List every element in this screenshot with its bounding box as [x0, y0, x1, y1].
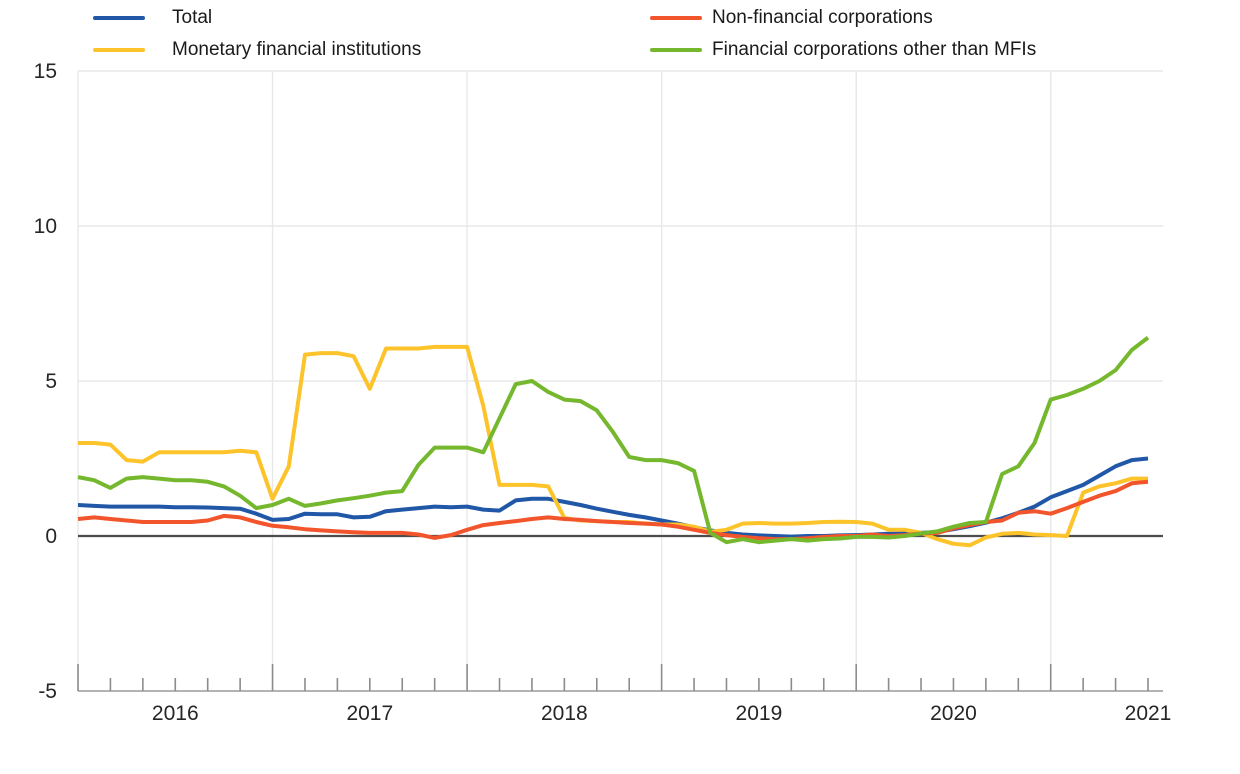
series-line-financial-corporations-other-than-mfis: [77, 336, 1150, 545]
x-year-label: 2016: [152, 702, 199, 725]
x-year-label: 2019: [736, 702, 783, 725]
series-line-non-financial-corporations: [77, 479, 1149, 542]
series-line-total: [77, 456, 1149, 539]
legend-label: Monetary financial institutions: [172, 39, 422, 60]
legend-item-2: Monetary financial institutions: [93, 38, 421, 62]
x-year-label: 2018: [541, 702, 588, 725]
legend-line-swatch-icon: [650, 16, 702, 20]
legend-label: Total: [172, 7, 213, 28]
x-year-label: 2021: [1125, 702, 1172, 725]
legend-item-4: Financial corporations other than MFIs: [650, 38, 1036, 62]
y-tick-label: 15: [34, 60, 57, 83]
legend-item-1: Total: [93, 6, 212, 30]
legend-line-swatch-icon: [650, 48, 702, 52]
y-tick-label: 5: [45, 370, 57, 393]
y-tick-label: -5: [38, 680, 57, 703]
x-year-label: 2017: [346, 702, 393, 725]
legend-line-swatch-icon: [93, 16, 145, 20]
legend-item-3: Non-financial corporations: [650, 6, 933, 30]
y-tick-label: 0: [45, 525, 57, 548]
legend-label: Financial corporations other than MFIs: [712, 39, 1037, 60]
x-year-label: 2020: [930, 702, 977, 725]
legend-line-swatch-icon: [93, 48, 145, 52]
y-tick-label: 10: [34, 215, 57, 238]
legend-label: Non-financial corporations: [712, 7, 933, 28]
